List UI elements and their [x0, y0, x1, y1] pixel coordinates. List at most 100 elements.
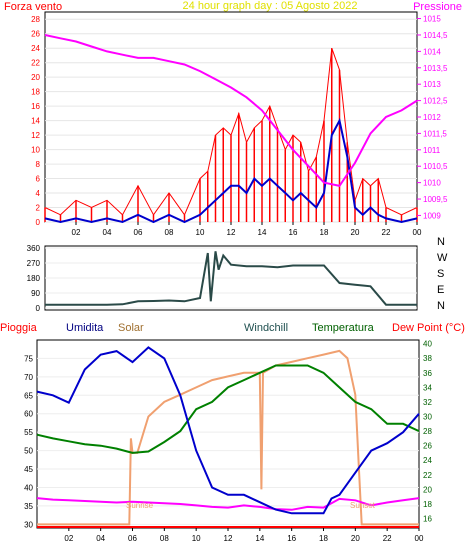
wind-tick-label: 12 [31, 131, 40, 140]
compass-label: W [437, 252, 448, 264]
wind-tick-label: 24 [31, 44, 40, 53]
x-tick-label: 18 [320, 228, 329, 237]
direction-grid [45, 247, 417, 309]
pressure-tick-label: 1012,5 [423, 97, 448, 106]
legend-entry: Windchill [244, 322, 288, 334]
temperature-tick-label: 34 [423, 383, 432, 392]
wind-tick-label: 6 [36, 175, 41, 184]
direction-tick-label: 360 [27, 244, 41, 253]
wind-tick-label: 8 [36, 160, 41, 169]
x-tick-label: 10 [192, 534, 201, 543]
temperature-tick-label: 40 [423, 340, 432, 349]
direction-line [45, 251, 417, 306]
wind-pressure-ticks: 024681012141618202224262810091009,510101… [31, 15, 448, 237]
pressure-line [44, 34, 418, 188]
sunset-annotation: Sunset [350, 501, 376, 510]
pressure-tick-label: 1009,5 [423, 195, 448, 204]
x-tick-label: 22 [383, 534, 392, 543]
x-tick-label: 04 [96, 534, 105, 543]
wind-tick-label: 4 [36, 189, 41, 198]
climate-legend: Pioggia Umidita Solar Windchill Temperatura D… [0, 322, 465, 334]
x-tick-label: 04 [103, 228, 112, 237]
x-tick-label: 00 [415, 534, 424, 543]
x-tick-label: 14 [258, 228, 267, 237]
pressure-tick-label: 1014,5 [423, 31, 448, 40]
direction-tick-label: 90 [31, 289, 40, 298]
wind-tick-label: 28 [31, 15, 40, 24]
pressure-tick-label: 1013,5 [423, 64, 448, 73]
wind-tick-label: 16 [31, 102, 40, 111]
compass-label: S [437, 268, 444, 280]
humidity-line [36, 346, 420, 515]
x-tick-label: 02 [72, 228, 81, 237]
sunrise-annotation: Sunrise [126, 501, 154, 510]
pressure-tick-label: 1013 [423, 80, 441, 89]
legend-entry: Dew Point (°C) [392, 322, 465, 334]
x-tick-label: 22 [382, 228, 391, 237]
humidity-tick-label: 40 [24, 483, 33, 492]
wind-tick-label: 14 [31, 117, 40, 126]
direction-ticks: 0 90 180 270 360 [27, 244, 41, 313]
pressure-tick-label: 1015 [423, 15, 441, 24]
pressure-tick-label: 1011 [423, 146, 441, 155]
legend-entry: Temperatura [312, 322, 375, 334]
humidity-tick-label: 35 [24, 502, 33, 511]
pressure-tick-label: 1010 [423, 179, 441, 188]
x-tick-label: 02 [64, 534, 73, 543]
climate-ticks: 30 35 40 45 50 55 60 65 70 75 16 18 20 22 24 26 28 30 32 34… [24, 340, 432, 543]
x-tick-label: 06 [128, 534, 137, 543]
temperature-tick-label: 16 [423, 515, 432, 524]
climate-plot-area [36, 339, 420, 529]
temperature-tick-label: 38 [423, 354, 432, 363]
direction-tick-label: 0 [36, 304, 41, 313]
x-tick-label: 12 [227, 228, 236, 237]
temperature-tick-label: 36 [423, 369, 432, 378]
pressure-tick-label: 1012 [423, 113, 441, 122]
climate-series [36, 346, 420, 528]
x-tick-label: 18 [319, 534, 328, 543]
wind-tick-label: 18 [31, 88, 40, 97]
humidity-tick-label: 55 [24, 428, 33, 437]
temperature-tick-label: 28 [423, 427, 432, 436]
dew-point-line [36, 497, 420, 511]
legend-entry: Umidita [66, 322, 104, 334]
wind-tick-label: 20 [31, 73, 40, 82]
pressure-axis-label: Pressione [413, 1, 462, 13]
humidity-tick-label: 65 [24, 391, 33, 400]
wind-pressure-series [44, 34, 418, 224]
x-tick-label: 12 [224, 534, 233, 543]
temperature-tick-label: 30 [423, 413, 432, 422]
x-tick-label: 00 [413, 228, 422, 237]
humidity-tick-label: 30 [24, 520, 33, 529]
temperature-tick-label: 26 [423, 442, 432, 451]
compass-label: N [437, 236, 445, 248]
humidity-tick-label: 60 [24, 410, 33, 419]
pressure-tick-label: 1014 [423, 47, 441, 56]
wind-axis-label: Forza vento [4, 1, 62, 13]
x-tick-label: 14 [255, 534, 264, 543]
x-tick-label: 20 [351, 228, 360, 237]
humidity-tick-label: 75 [24, 354, 33, 363]
compass-label: N [437, 300, 445, 312]
x-tick-label: 16 [287, 534, 296, 543]
chart-title: 24 hour graph day : 05 Agosto 2022 [183, 0, 358, 12]
pressure-tick-label: 1010,5 [423, 162, 448, 171]
humidity-tick-label: 45 [24, 465, 33, 474]
wind-tick-label: 0 [36, 218, 41, 227]
direction-tick-label: 270 [27, 259, 41, 268]
temperature-line [36, 364, 420, 454]
x-tick-label: 10 [196, 228, 205, 237]
x-tick-label: 06 [134, 228, 143, 237]
temperature-tick-label: 22 [423, 471, 432, 480]
pressure-tick-label: 1009 [423, 211, 441, 220]
wind-line [44, 48, 418, 216]
legend-entry: Pioggia [0, 322, 38, 334]
temperature-tick-label: 32 [423, 398, 432, 407]
direction-tick-label: 180 [27, 274, 41, 283]
humidity-tick-label: 70 [24, 373, 33, 382]
wind-tick-label: 10 [31, 146, 40, 155]
direction-series [45, 251, 417, 306]
x-tick-label: 08 [165, 228, 174, 237]
